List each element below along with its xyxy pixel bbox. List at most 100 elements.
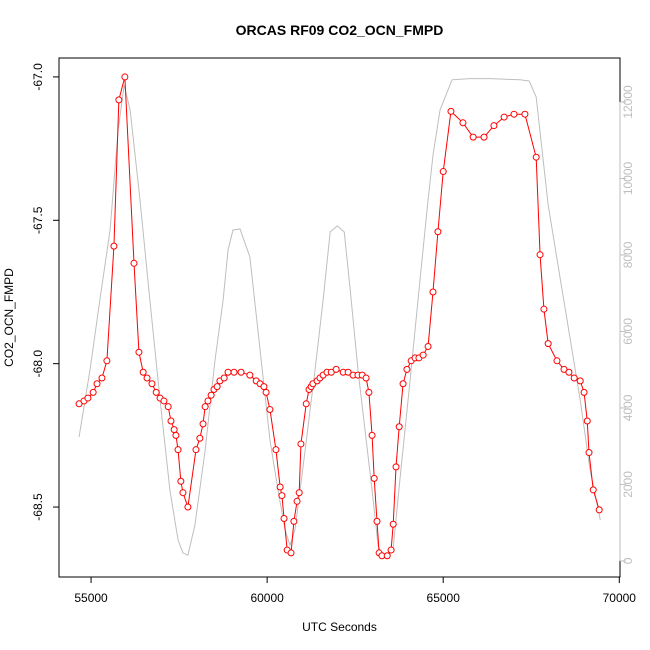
data-point [276,483,284,491]
data-point [387,546,395,554]
data-point [213,383,221,391]
data-point [192,446,200,454]
y-axis-label: CO2_OCN_FMPD [2,268,16,367]
data-point [500,113,508,121]
x-axis-label: UTC Seconds [302,620,377,634]
data-point [290,517,298,525]
data-point [439,168,447,176]
data-point [429,288,437,296]
y2-tick-label: 0 [621,557,635,564]
data-point [287,549,295,557]
data-point [152,388,160,396]
data-point [184,503,192,511]
data-point [293,497,301,505]
y2-tick-label: 10000 [621,161,635,195]
x-tick-label: 70000 [603,591,637,605]
data-point [370,474,378,482]
data-point [89,388,97,396]
data-point [172,431,180,439]
data-point [93,380,101,388]
data-point [272,446,280,454]
series-line [78,76,600,557]
data-point [595,506,603,514]
data-point [362,374,370,382]
data-point [160,397,168,405]
data-point [199,420,207,428]
data-point [399,380,407,388]
data-point [237,368,245,376]
data-point [447,107,455,115]
data-point [164,403,172,411]
data-point [583,417,591,425]
data-point [536,251,544,259]
series-line [78,78,601,558]
chart-title: ORCAS RF09 CO2_OCN_FMPD [236,22,444,38]
x-tick-label: 60000 [250,591,284,605]
data-point [103,357,111,365]
y2-tick-label: 8000 [621,241,635,268]
data-point [115,96,123,104]
data-point [490,122,498,130]
y2-tick-label: 4000 [621,394,635,421]
y2-tick-label: 6000 [621,318,635,345]
data-point [383,552,391,560]
data-point [230,368,238,376]
data-point [262,388,270,396]
y-tick-label: -67.5 [31,206,45,234]
data-point [143,374,151,382]
data-point [365,388,373,396]
data-point [570,374,578,382]
data-point [434,228,442,236]
data-point [532,153,540,161]
data-point [179,489,187,497]
data-point [510,110,518,118]
data-point [553,357,561,365]
data-point [459,119,467,127]
data-point [260,383,268,391]
data-point [589,486,597,494]
data-point [373,517,381,525]
data-point [170,426,178,434]
data-point [177,477,185,485]
data-point [224,368,232,376]
data-point [220,374,228,382]
y2-tick-label: 12000 [621,85,635,119]
data-point [368,431,376,439]
data-point [480,133,488,141]
data-point [266,406,274,414]
plot-frame [58,57,621,578]
data-point [389,520,397,528]
data-point [174,446,182,454]
data-point [148,380,156,388]
data-point [110,242,118,250]
y-tick-label: -68.0 [31,350,45,378]
y-tick-label: -68.5 [31,493,45,521]
data-point [403,365,411,373]
data-point [585,449,593,457]
data-point [246,371,254,379]
data-point [302,400,310,408]
data-point [297,440,305,448]
x-tick-label: 55000 [74,591,108,605]
data-point [469,133,477,141]
data-point [84,394,92,402]
data-point [98,374,106,382]
y2-tick-label: 2000 [621,471,635,498]
data-point [139,368,147,376]
data-point [419,351,427,359]
data-point [580,388,588,396]
data-point [204,397,212,405]
data-point [207,391,215,399]
data-point [196,434,204,442]
data-point [121,73,129,81]
data-point [135,348,143,356]
data-point [395,423,403,431]
data-point [295,489,303,497]
data-point [280,515,288,523]
data-point [521,110,529,118]
y-tick-label: -67.0 [31,63,45,91]
data-point [167,417,175,425]
data-point [392,463,400,471]
data-point [278,492,286,500]
